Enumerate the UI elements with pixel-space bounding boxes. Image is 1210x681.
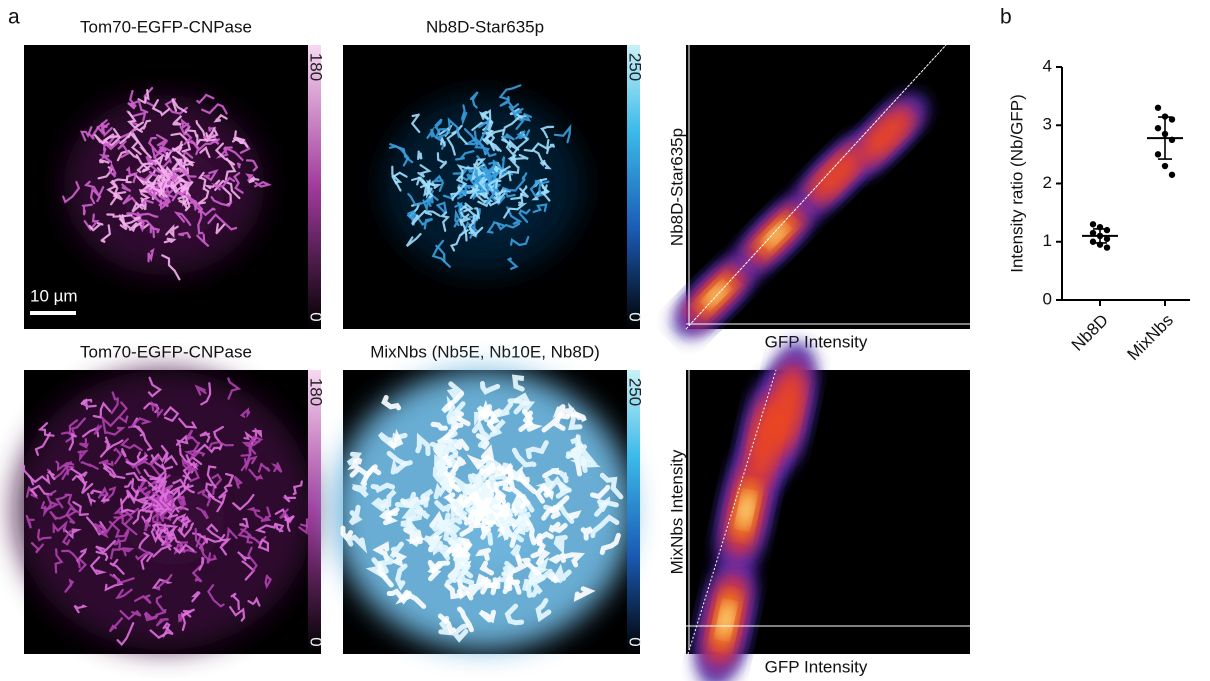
mitochondrion [553,556,563,561]
colorbar-min: 0 [626,312,645,321]
scale-bar-label: 10 µm [30,286,78,305]
colorbar-max: 180 [307,378,326,406]
mitochondrion [457,459,465,465]
dot [1090,221,1096,227]
y-axis-label: Nb8D-Star635p [667,128,686,246]
mitochondrion [556,537,565,548]
dot [1162,163,1168,169]
y-tick-label: 3 [1043,115,1052,134]
colorbar [627,370,640,654]
dot [1169,172,1175,178]
y-tick-label: 2 [1043,173,1052,192]
figure: a b Tom70-EGFP-CNPase 180 0 Nb8D-Star635p 25… [0,0,1210,681]
y-axis-label: Intensity ratio (Nb/GFP) [1007,94,1026,273]
y-axis-label: MixNbs Intensity [667,449,686,574]
image-title: MixNbs (Nb5E, Nb10E, Nb8D) [370,342,600,361]
colorbar [308,45,321,329]
mitochondrion [571,514,577,519]
dot [1155,105,1161,111]
dot [1104,227,1110,233]
mitochondrion [579,461,592,465]
y-tick-label: 0 [1043,289,1052,308]
x-tick-label: Nb8D [1068,311,1112,355]
x-axis-label: GFP Intensity [765,332,868,351]
colorbar-min: 0 [307,312,326,321]
colorbar [308,370,321,654]
mitochondrion [504,524,509,534]
colorbar-min: 0 [626,637,645,646]
panel-label: a [8,6,20,29]
dot [1155,151,1161,157]
mitochondrion [437,459,446,470]
colorbar-max: 250 [626,53,645,81]
colorbar-min: 0 [307,637,326,646]
panel-label: b [1000,6,1012,29]
x-axis-label: GFP Intensity [765,657,868,676]
y-tick-label: 1 [1043,231,1052,250]
colorbar-max: 250 [626,378,645,406]
x-tick-label: MixNbs [1123,311,1177,365]
colorbar-max: 180 [307,53,326,81]
colorbar [627,45,640,329]
image-title: Nb8D-Star635p [426,17,544,36]
y-tick-label: 4 [1043,56,1052,75]
mitochondrion [552,508,559,517]
dot [1104,244,1110,250]
dot [1155,125,1161,131]
image-title: Tom70-EGFP-CNPase [80,17,252,36]
dot [1090,239,1096,245]
image-title: Tom70-EGFP-CNPase [80,342,252,361]
